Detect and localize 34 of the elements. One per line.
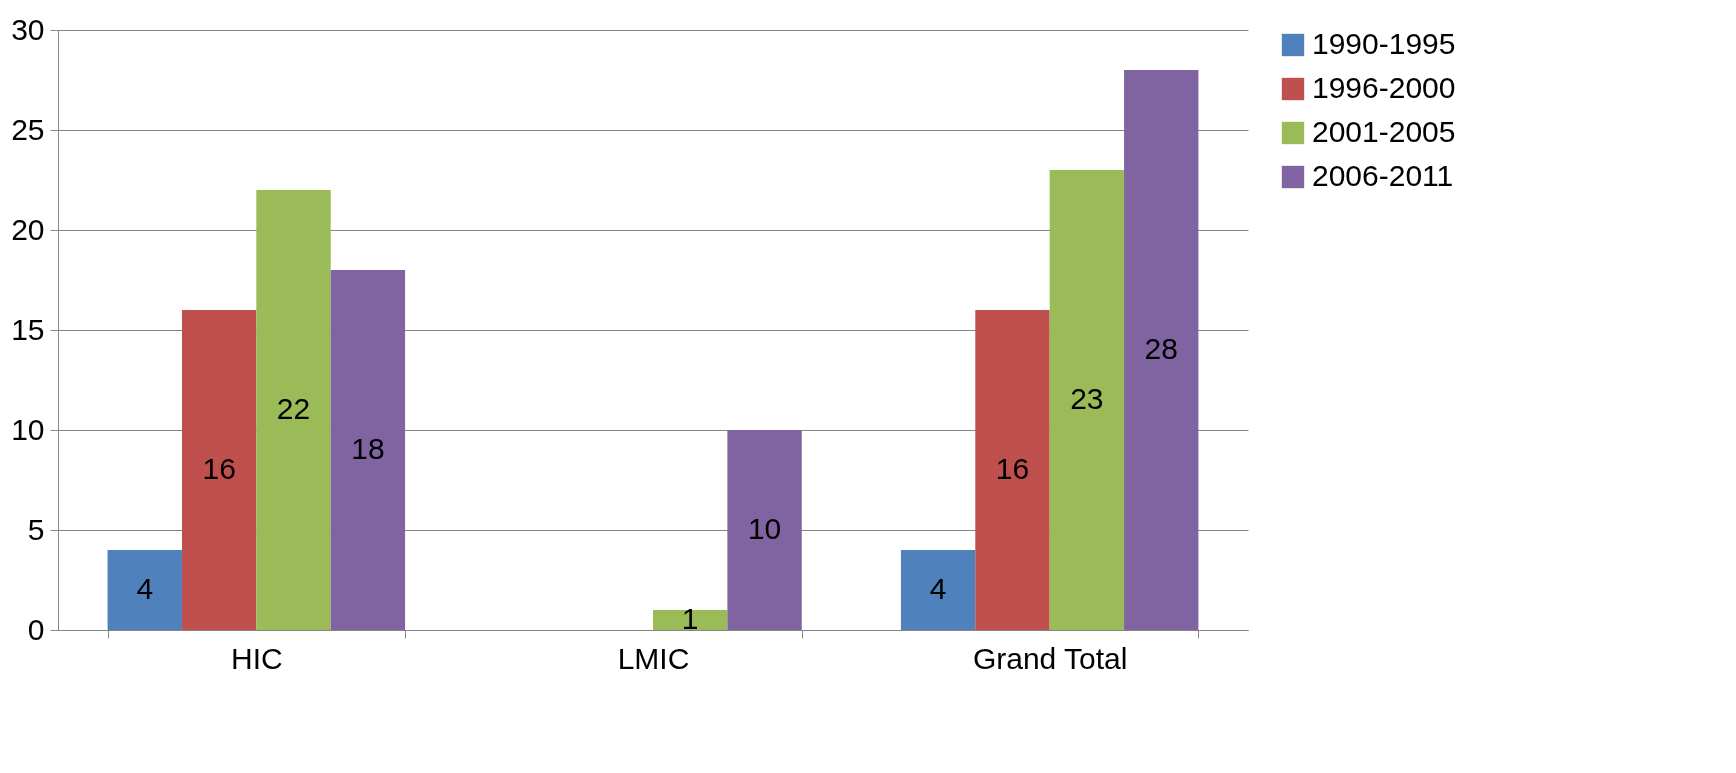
data-label: 4 xyxy=(929,572,947,605)
bar xyxy=(1049,170,1125,630)
x-tick-label: Grand Total xyxy=(972,641,1128,675)
data-label: 16 xyxy=(995,452,1030,485)
legend-label: 2001-2005 xyxy=(1312,115,1456,148)
y-tick-label: 20 xyxy=(11,212,45,246)
data-label: 10 xyxy=(747,512,782,545)
bar xyxy=(1124,70,1199,630)
bar xyxy=(900,550,976,630)
bar xyxy=(975,310,1050,630)
y-tick-label: 15 xyxy=(11,312,45,346)
bar xyxy=(727,430,802,630)
legend-label: 1990-1995 xyxy=(1312,27,1456,60)
data-label: 16 xyxy=(202,452,236,485)
y-tick-label: 10 xyxy=(11,412,45,446)
data-label: 22 xyxy=(276,392,311,425)
x-tick-label: HIC xyxy=(231,641,283,675)
y-tick-label: 0 xyxy=(27,612,45,646)
y-tick-label: 5 xyxy=(27,512,45,546)
bar xyxy=(330,270,406,630)
data-label: 4 xyxy=(136,572,154,605)
legend-label: 1996-2000 xyxy=(1312,71,1456,104)
data-label: 18 xyxy=(351,432,385,465)
x-tick-label: LMIC xyxy=(617,641,690,675)
data-label: 28 xyxy=(1144,332,1178,365)
bar xyxy=(256,190,331,630)
data-label: 23 xyxy=(1070,382,1104,415)
bar xyxy=(107,550,182,630)
bar xyxy=(653,610,728,630)
data-label: 1 xyxy=(681,602,699,635)
bar xyxy=(181,310,257,630)
y-tick-label: 30 xyxy=(11,12,45,46)
legend-label: 2006-2011 xyxy=(1312,159,1454,192)
y-tick-label: 25 xyxy=(11,112,45,146)
